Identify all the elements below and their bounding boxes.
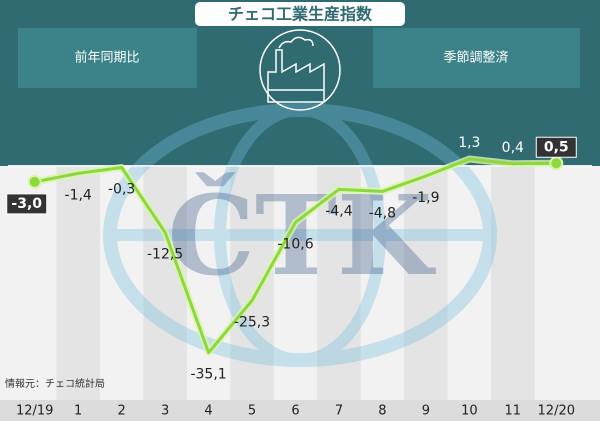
- x-tick-label: 6: [291, 404, 299, 419]
- data-label: -1,4: [65, 187, 92, 203]
- data-label: 0,4: [502, 140, 524, 156]
- chart-title: チェコ工業生産指数: [228, 5, 373, 24]
- data-label: -4,4: [325, 203, 352, 219]
- x-tick-label: 3: [161, 404, 169, 419]
- stripe: [404, 165, 448, 400]
- data-label: -0,3: [108, 182, 135, 198]
- source: 情報元：チェコ統計局: [5, 377, 105, 390]
- line: [34, 157, 557, 355]
- data-label: -25,3: [234, 315, 270, 331]
- data-label: -3,0: [11, 196, 42, 212]
- x-tick-label: 4: [204, 404, 212, 419]
- watermark: ČTK: [167, 171, 435, 300]
- stripe: [491, 165, 535, 400]
- title-box: [195, 2, 405, 26]
- x-tick-label: 12/19: [16, 404, 53, 419]
- x-tick-label: 2: [118, 404, 126, 419]
- x-tick-label: 9: [422, 404, 430, 419]
- x-tick-label: 11: [505, 404, 522, 419]
- point: [27, 174, 42, 189]
- x-tick-label: 10: [461, 404, 478, 419]
- label-box: [535, 136, 577, 158]
- x-tick-label: 1: [74, 404, 82, 419]
- stripe: [230, 165, 274, 400]
- x-tick-label: 5: [248, 404, 256, 419]
- left-box: [18, 28, 197, 88]
- left-label: 前年同期比: [74, 50, 139, 66]
- x-tick-label: 8: [378, 404, 386, 419]
- data-label: 0,5: [544, 139, 569, 155]
- label-box: [6, 193, 48, 215]
- data-label: 1,3: [458, 135, 480, 151]
- right-box: [373, 28, 580, 88]
- data-label: -10,6: [277, 236, 313, 252]
- factory-icon: [259, 29, 341, 111]
- stripe: [317, 165, 361, 400]
- x-tick-label: 12/20: [538, 404, 575, 419]
- stripe: [56, 165, 100, 400]
- point: [549, 156, 564, 171]
- data-label: -4,8: [369, 205, 396, 221]
- data-label: -35,1: [190, 367, 226, 383]
- x-axis-bar: [0, 400, 600, 421]
- data-label: -12,5: [147, 246, 183, 262]
- x-tick-label: 7: [335, 404, 343, 419]
- right-label: 季節調整済: [443, 50, 508, 66]
- data-label: -1,9: [412, 190, 439, 206]
